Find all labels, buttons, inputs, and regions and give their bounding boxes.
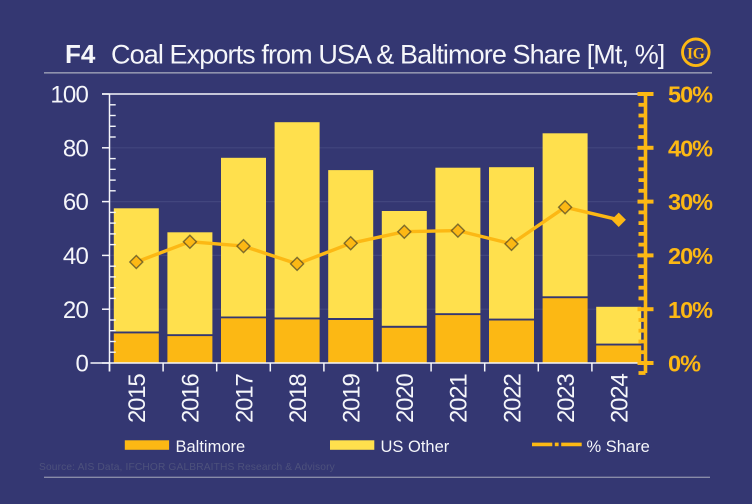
svg-text:2015: 2015 — [124, 374, 151, 423]
svg-text:80: 80 — [63, 135, 89, 162]
svg-text:IG: IG — [687, 46, 705, 63]
svg-text:2019: 2019 — [339, 374, 366, 423]
svg-text:Coal Exports from USA & Baltim: Coal Exports from USA & Baltimore Share … — [111, 40, 664, 70]
svg-text:30%: 30% — [668, 189, 713, 215]
svg-text:60: 60 — [63, 189, 89, 216]
svg-text:2021: 2021 — [446, 374, 473, 423]
svg-text:Source: AIS Data, IFCHOR GALBR: Source: AIS Data, IFCHOR GALBRAITHS Rese… — [39, 462, 336, 473]
svg-text:10%: 10% — [668, 297, 713, 323]
svg-text:2023: 2023 — [553, 374, 580, 423]
svg-text:20: 20 — [63, 297, 89, 324]
svg-text:2022: 2022 — [499, 374, 526, 423]
svg-text:40%: 40% — [668, 135, 713, 161]
svg-text:2024: 2024 — [607, 374, 634, 423]
svg-text:2017: 2017 — [231, 374, 258, 423]
svg-text:2020: 2020 — [392, 374, 419, 423]
svg-text:0: 0 — [75, 351, 88, 378]
svg-text:20%: 20% — [668, 243, 713, 269]
svg-text:F4: F4 — [65, 39, 96, 69]
svg-text:2016: 2016 — [178, 374, 205, 423]
svg-text:Baltimore: Baltimore — [176, 438, 246, 456]
svg-text:2018: 2018 — [285, 374, 312, 423]
svg-text:40: 40 — [63, 243, 89, 270]
svg-text:0%: 0% — [668, 351, 701, 377]
svg-text:US Other: US Other — [381, 438, 450, 456]
svg-text:50%: 50% — [668, 82, 713, 108]
svg-text:100: 100 — [50, 82, 88, 109]
svg-text:% Share: % Share — [587, 438, 650, 456]
